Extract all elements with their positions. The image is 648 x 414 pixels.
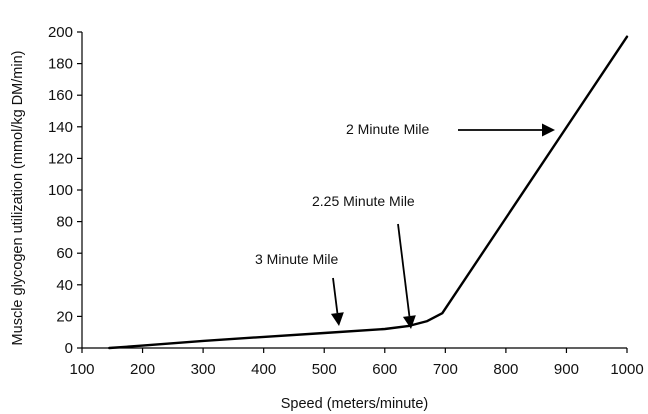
y-tick-label: 160: [48, 87, 73, 104]
x-tick-label: 1000: [610, 361, 643, 378]
y-tick-label: 180: [48, 56, 73, 73]
x-tick-label: 700: [433, 361, 458, 378]
axes: [81, 32, 627, 349]
x-tick-label: 200: [130, 361, 155, 378]
annotation-arrow-head: [402, 315, 416, 329]
x-tick-label: 500: [312, 361, 337, 378]
y-tick-label: 120: [48, 150, 73, 167]
x-tick-label: 400: [251, 361, 276, 378]
series-group: [108, 35, 629, 350]
annotation-arrow-shaft: [397, 223, 411, 317]
y-axis-title: Muscle glycogen utilization (mmol/kg DM/…: [10, 51, 26, 346]
y-tick-label: 200: [48, 24, 73, 41]
y-tick-label: 60: [56, 245, 73, 262]
series-line: [108, 35, 629, 350]
annotation-arrow-head: [330, 312, 344, 326]
annotations: 3 Minute Mile 2.25 Minute Mile 2 Minute Mi…: [255, 121, 555, 329]
annotation-arrow-shaft: [332, 277, 339, 314]
annotation-label: 2 Minute Mile: [346, 121, 429, 137]
y-tick-label: 100: [48, 182, 73, 199]
x-tick-label: 100: [69, 361, 94, 378]
annotation-arrow-head: [542, 123, 555, 137]
x-tick-label: 300: [191, 361, 216, 378]
x-tick-label: 600: [372, 361, 397, 378]
y-tick-label: 40: [56, 277, 73, 294]
y-tick-label: 80: [56, 214, 73, 231]
x-tick-label: 800: [493, 361, 518, 378]
y-tick-label: 20: [56, 308, 73, 325]
y-tick-label: 0: [65, 340, 73, 357]
x-axis-title: Speed (meters/minute): [281, 396, 428, 412]
x-ticks: 100 200 300 400 500 600 700 800 900 1000: [69, 348, 644, 378]
y-ticks: 0 20 40 60 80 100 120 140 160 180 200: [48, 24, 82, 357]
annotation-label: 2.25 Minute Mile: [312, 193, 415, 209]
x-tick-label: 900: [554, 361, 579, 378]
y-tick-label: 140: [48, 119, 73, 136]
annotation-label: 3 Minute Mile: [255, 251, 338, 267]
